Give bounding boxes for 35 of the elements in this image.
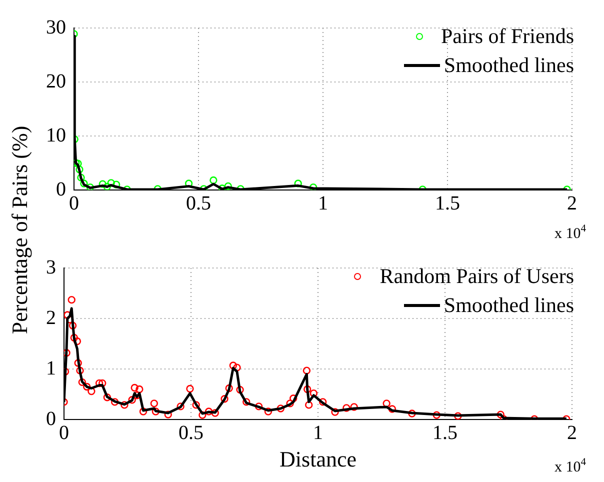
point	[107, 179, 115, 187]
point	[224, 182, 232, 190]
x-tick-label: 1	[318, 192, 328, 214]
y-tick-label: 2	[46, 306, 56, 329]
y-axis-title: Percentage of Pairs (%)	[7, 126, 33, 334]
point	[86, 183, 94, 190]
point	[103, 182, 111, 190]
y-tick-label: 1	[46, 357, 56, 380]
y-tick-label: 20	[46, 70, 66, 92]
x-tick-label: 1.5	[435, 192, 460, 214]
legend-label: Random Pairs of Users	[380, 263, 574, 290]
x-tick-label: 2	[567, 192, 577, 214]
y-tick-label: 0	[46, 408, 56, 430]
point	[77, 174, 85, 182]
x-tick-label: 1	[313, 422, 323, 444]
point	[74, 160, 82, 168]
point	[98, 180, 106, 188]
x-tick-label: 0.5	[178, 422, 204, 444]
point	[80, 180, 88, 188]
legend-label: Pairs of Friends	[441, 23, 574, 50]
point	[76, 166, 84, 174]
point	[210, 176, 218, 184]
point	[294, 180, 302, 188]
y-tick-label: 30	[46, 16, 66, 38]
legend-label: Smoothed lines	[444, 292, 574, 319]
y-tick-label: 0	[56, 178, 66, 200]
legend-label: Smoothed lines	[444, 52, 574, 79]
x-tick-label: 0.5	[186, 192, 211, 214]
point	[309, 183, 318, 190]
y-tick-label: 3	[46, 256, 56, 278]
point	[112, 180, 120, 188]
x-tick-label: 1.5	[432, 422, 458, 444]
y-tick-label: 10	[46, 124, 66, 146]
x-tick-label: 2	[567, 422, 577, 444]
x-axis-title: Distance	[280, 446, 356, 472]
